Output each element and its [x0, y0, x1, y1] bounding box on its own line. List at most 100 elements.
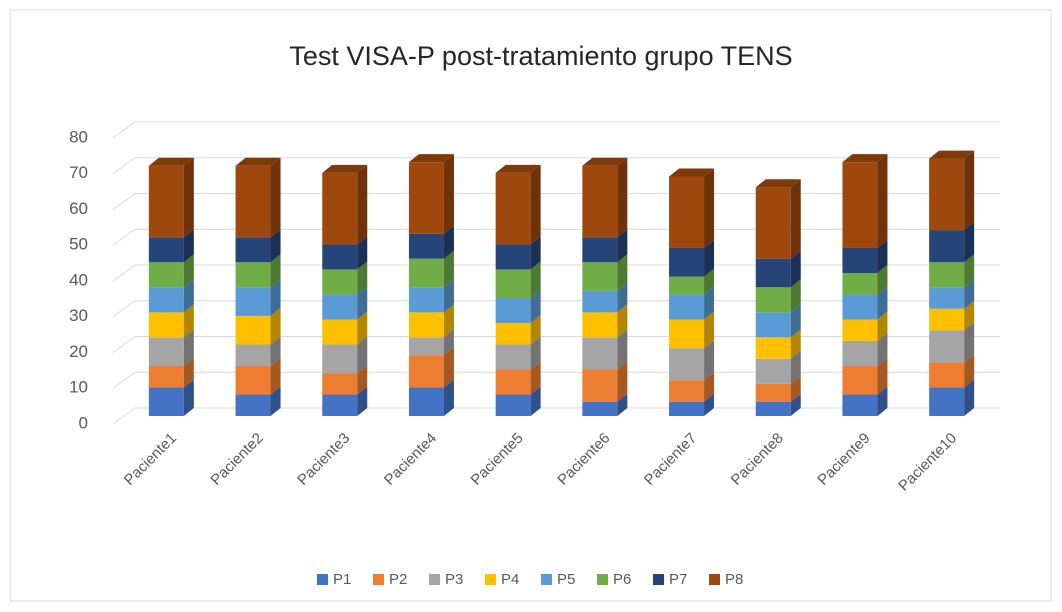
bar-front — [929, 287, 965, 309]
bar-front — [842, 319, 878, 341]
bar-front — [322, 269, 358, 295]
bar-front — [235, 394, 271, 416]
bar-front — [929, 362, 965, 388]
bar-side — [183, 229, 194, 263]
bar-segment — [148, 254, 194, 288]
bar-side — [183, 157, 194, 238]
bar-segment — [669, 393, 715, 416]
bar-front — [408, 162, 444, 234]
bar-front — [669, 401, 705, 416]
bar-front — [148, 365, 184, 388]
bar-front — [148, 387, 184, 416]
legend-label: P5 — [557, 571, 575, 588]
bar-side — [790, 375, 801, 402]
bar-segment — [755, 304, 801, 338]
bar-side — [530, 315, 541, 345]
bar-side — [530, 290, 541, 324]
bar-front — [235, 315, 271, 345]
bar-front — [929, 230, 965, 263]
bar-segment — [755, 393, 801, 416]
grid-line — [112, 121, 1000, 139]
bar-segment — [235, 336, 281, 366]
bar-segment — [582, 329, 628, 370]
bar-segment — [322, 365, 368, 395]
y-tick-label: 20 — [69, 342, 88, 361]
bar-top — [842, 154, 888, 163]
bar-segment — [495, 290, 541, 324]
bar-front — [755, 383, 791, 402]
bar-side — [617, 254, 628, 291]
bar-front — [148, 237, 184, 263]
bar-segment — [582, 282, 628, 313]
bar-segment — [148, 357, 194, 388]
bar-side — [270, 254, 281, 288]
bar-segment — [322, 386, 368, 416]
bar-front — [235, 344, 271, 366]
bar-side — [790, 179, 801, 259]
legend-swatch — [485, 574, 496, 585]
bar-segment — [495, 261, 541, 299]
bar-front — [582, 401, 618, 416]
bar-segment — [408, 379, 454, 416]
bar-front — [322, 394, 358, 416]
bar-side — [964, 379, 975, 416]
bar-segment — [842, 332, 888, 366]
bar-segment — [582, 393, 628, 416]
bar-front — [842, 340, 878, 366]
bar-side — [270, 229, 281, 263]
bar-segment — [495, 315, 541, 345]
bar-side — [877, 239, 888, 273]
bar-side — [443, 304, 454, 338]
bar-side — [443, 225, 454, 259]
bar-side — [790, 329, 801, 359]
bar-segment — [495, 336, 541, 370]
bar-front — [408, 233, 444, 259]
bar-segment — [669, 168, 715, 248]
bar-front — [408, 258, 444, 288]
bar-segment — [322, 311, 368, 345]
bar-front — [322, 294, 358, 320]
bar-top — [235, 157, 281, 166]
bar-side — [270, 279, 281, 316]
bar-front — [929, 262, 965, 288]
bar-front — [582, 290, 618, 313]
bar-segment — [235, 357, 281, 395]
bar-front — [235, 165, 271, 238]
bar-segment — [929, 222, 975, 263]
y-tick-label: 0 — [79, 413, 88, 432]
bar-front — [669, 294, 705, 320]
bar-side — [357, 286, 368, 320]
bar-front — [755, 401, 791, 416]
bar-segment — [495, 361, 541, 395]
y-tick-label: 50 — [69, 235, 88, 254]
bar-side — [704, 311, 715, 349]
bar-front — [669, 176, 705, 248]
bar-side — [790, 279, 801, 313]
bar-segment — [842, 265, 888, 295]
bar-segment — [669, 239, 715, 277]
bar-segment — [929, 254, 975, 288]
bar-side — [704, 372, 715, 402]
legend-label: P2 — [389, 571, 407, 588]
y-tick-label: 60 — [69, 199, 88, 218]
bar-top — [322, 164, 368, 173]
bar-side — [704, 239, 715, 277]
bar-side — [964, 300, 975, 331]
bar-segment — [755, 329, 801, 359]
bar-front — [669, 348, 705, 381]
bar-segment — [582, 254, 628, 291]
y-tick-label: 80 — [69, 127, 88, 146]
bar-front — [148, 287, 184, 313]
bar-top — [929, 150, 975, 159]
y-tick-label: 70 — [69, 163, 88, 182]
bar-side — [183, 379, 194, 416]
bar-segment — [929, 354, 975, 388]
bar-segment — [842, 154, 888, 248]
bar-front — [408, 312, 444, 338]
bar-top — [408, 154, 454, 163]
bar-front — [495, 298, 531, 324]
bar-segment — [582, 229, 628, 263]
bar-segment — [495, 164, 541, 245]
bar-side — [964, 150, 975, 231]
bar-top — [148, 157, 194, 166]
